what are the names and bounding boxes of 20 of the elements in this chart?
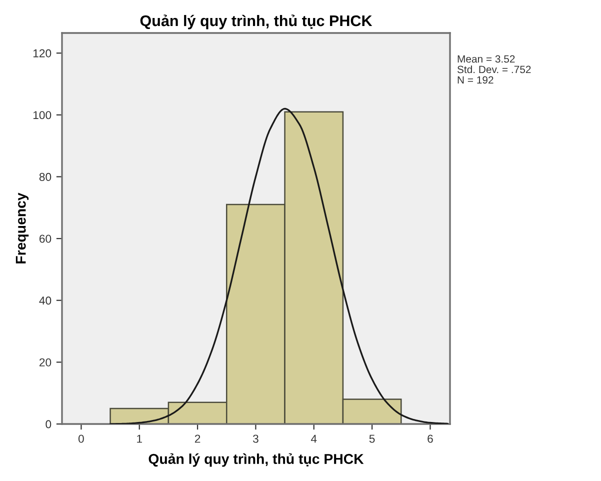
y-tick-label: 60 xyxy=(39,234,52,243)
text: N = 192 xyxy=(458,76,494,84)
y-axis-title: Frequency xyxy=(16,192,29,264)
chart-title: Quản lý quy trình, thủ tục PHCK xyxy=(140,14,372,30)
x-tick-label: 1 xyxy=(137,434,142,443)
x-axis-title: Quản lý quy trình, thủ tục PHCK xyxy=(148,453,364,467)
text: Mean = 3.52 xyxy=(458,55,515,63)
text: Std. Dev. = .752 xyxy=(457,66,531,74)
y-tick-label: 20 xyxy=(39,358,52,366)
x-tick-label: 6 xyxy=(428,434,433,443)
y-tick-label: 0 xyxy=(46,420,52,428)
y-tick-label: 40 xyxy=(39,296,52,305)
x-tick-label: 3 xyxy=(252,434,258,443)
x-tick-label: 2 xyxy=(194,434,200,443)
y-tick-label: 100 xyxy=(33,111,52,120)
x-tick-label: 4 xyxy=(310,434,317,443)
x-tick-label: 0 xyxy=(78,434,84,443)
y-tick-label: 80 xyxy=(39,172,52,181)
y-tick-label: 120 xyxy=(33,49,52,58)
x-tick-label: 5 xyxy=(369,434,375,443)
